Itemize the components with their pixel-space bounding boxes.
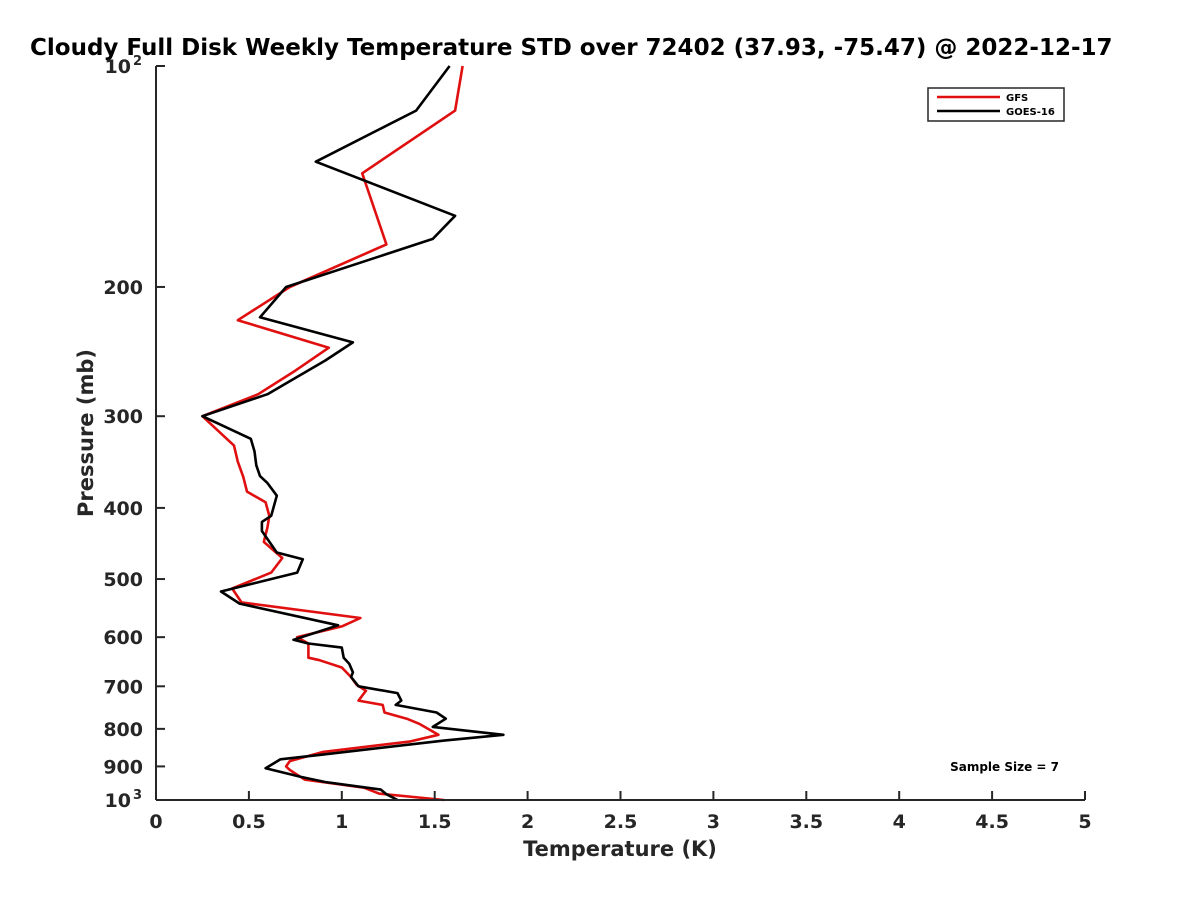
x-tick-label: 5 (1078, 811, 1091, 833)
y-tick-label: 600 (103, 627, 143, 649)
x-tick-label: 4.5 (975, 811, 1009, 833)
x-tick-label: 1 (335, 811, 348, 833)
x-tick-label: 0 (149, 811, 162, 833)
y-tick-label: 400 (103, 498, 143, 520)
y-tick-exponent: 2 (133, 54, 142, 69)
x-tick-label: 2 (521, 811, 534, 833)
legend: GFS GOES-16 (927, 87, 1065, 122)
y-tick-label: 700 (103, 676, 143, 698)
x-ticks: 0 0.5 1 1.5 2 2.5 3 3.5 4 4.5 5 (149, 791, 1092, 833)
y-tick-label: 900 (103, 756, 143, 778)
series-line-goes-16 (201, 65, 505, 802)
y-axis-label: Pressure (mb) (74, 349, 98, 517)
x-tick-label: 2.5 (604, 811, 638, 833)
y-tick-label: 10 (105, 790, 131, 812)
y-tick-label: 800 (103, 719, 143, 741)
sample-size-annotation: Sample Size = 7 (950, 760, 1059, 774)
y-tick-label: 500 (103, 569, 143, 591)
x-tick-label: 1.5 (418, 811, 452, 833)
y-tick-exponent: 3 (133, 788, 142, 803)
x-axis-label: Temperature (K) (523, 837, 717, 861)
legend-box (927, 87, 1065, 122)
x-tick-label: 3 (707, 811, 720, 833)
x-tick-label: 4 (893, 811, 906, 833)
x-tick-label: 0.5 (232, 811, 266, 833)
series-layer (201, 65, 505, 802)
y-tick-label: 200 (103, 277, 143, 299)
chart-title: Cloudy Full Disk Weekly Temperature STD … (30, 35, 1113, 61)
legend-label: GFS (1006, 93, 1028, 104)
y-tick-label: 300 (103, 406, 143, 428)
x-tick-label: 3.5 (789, 811, 823, 833)
y-tick-label: 10 (105, 56, 131, 78)
legend-label: GOES-16 (1006, 107, 1055, 118)
